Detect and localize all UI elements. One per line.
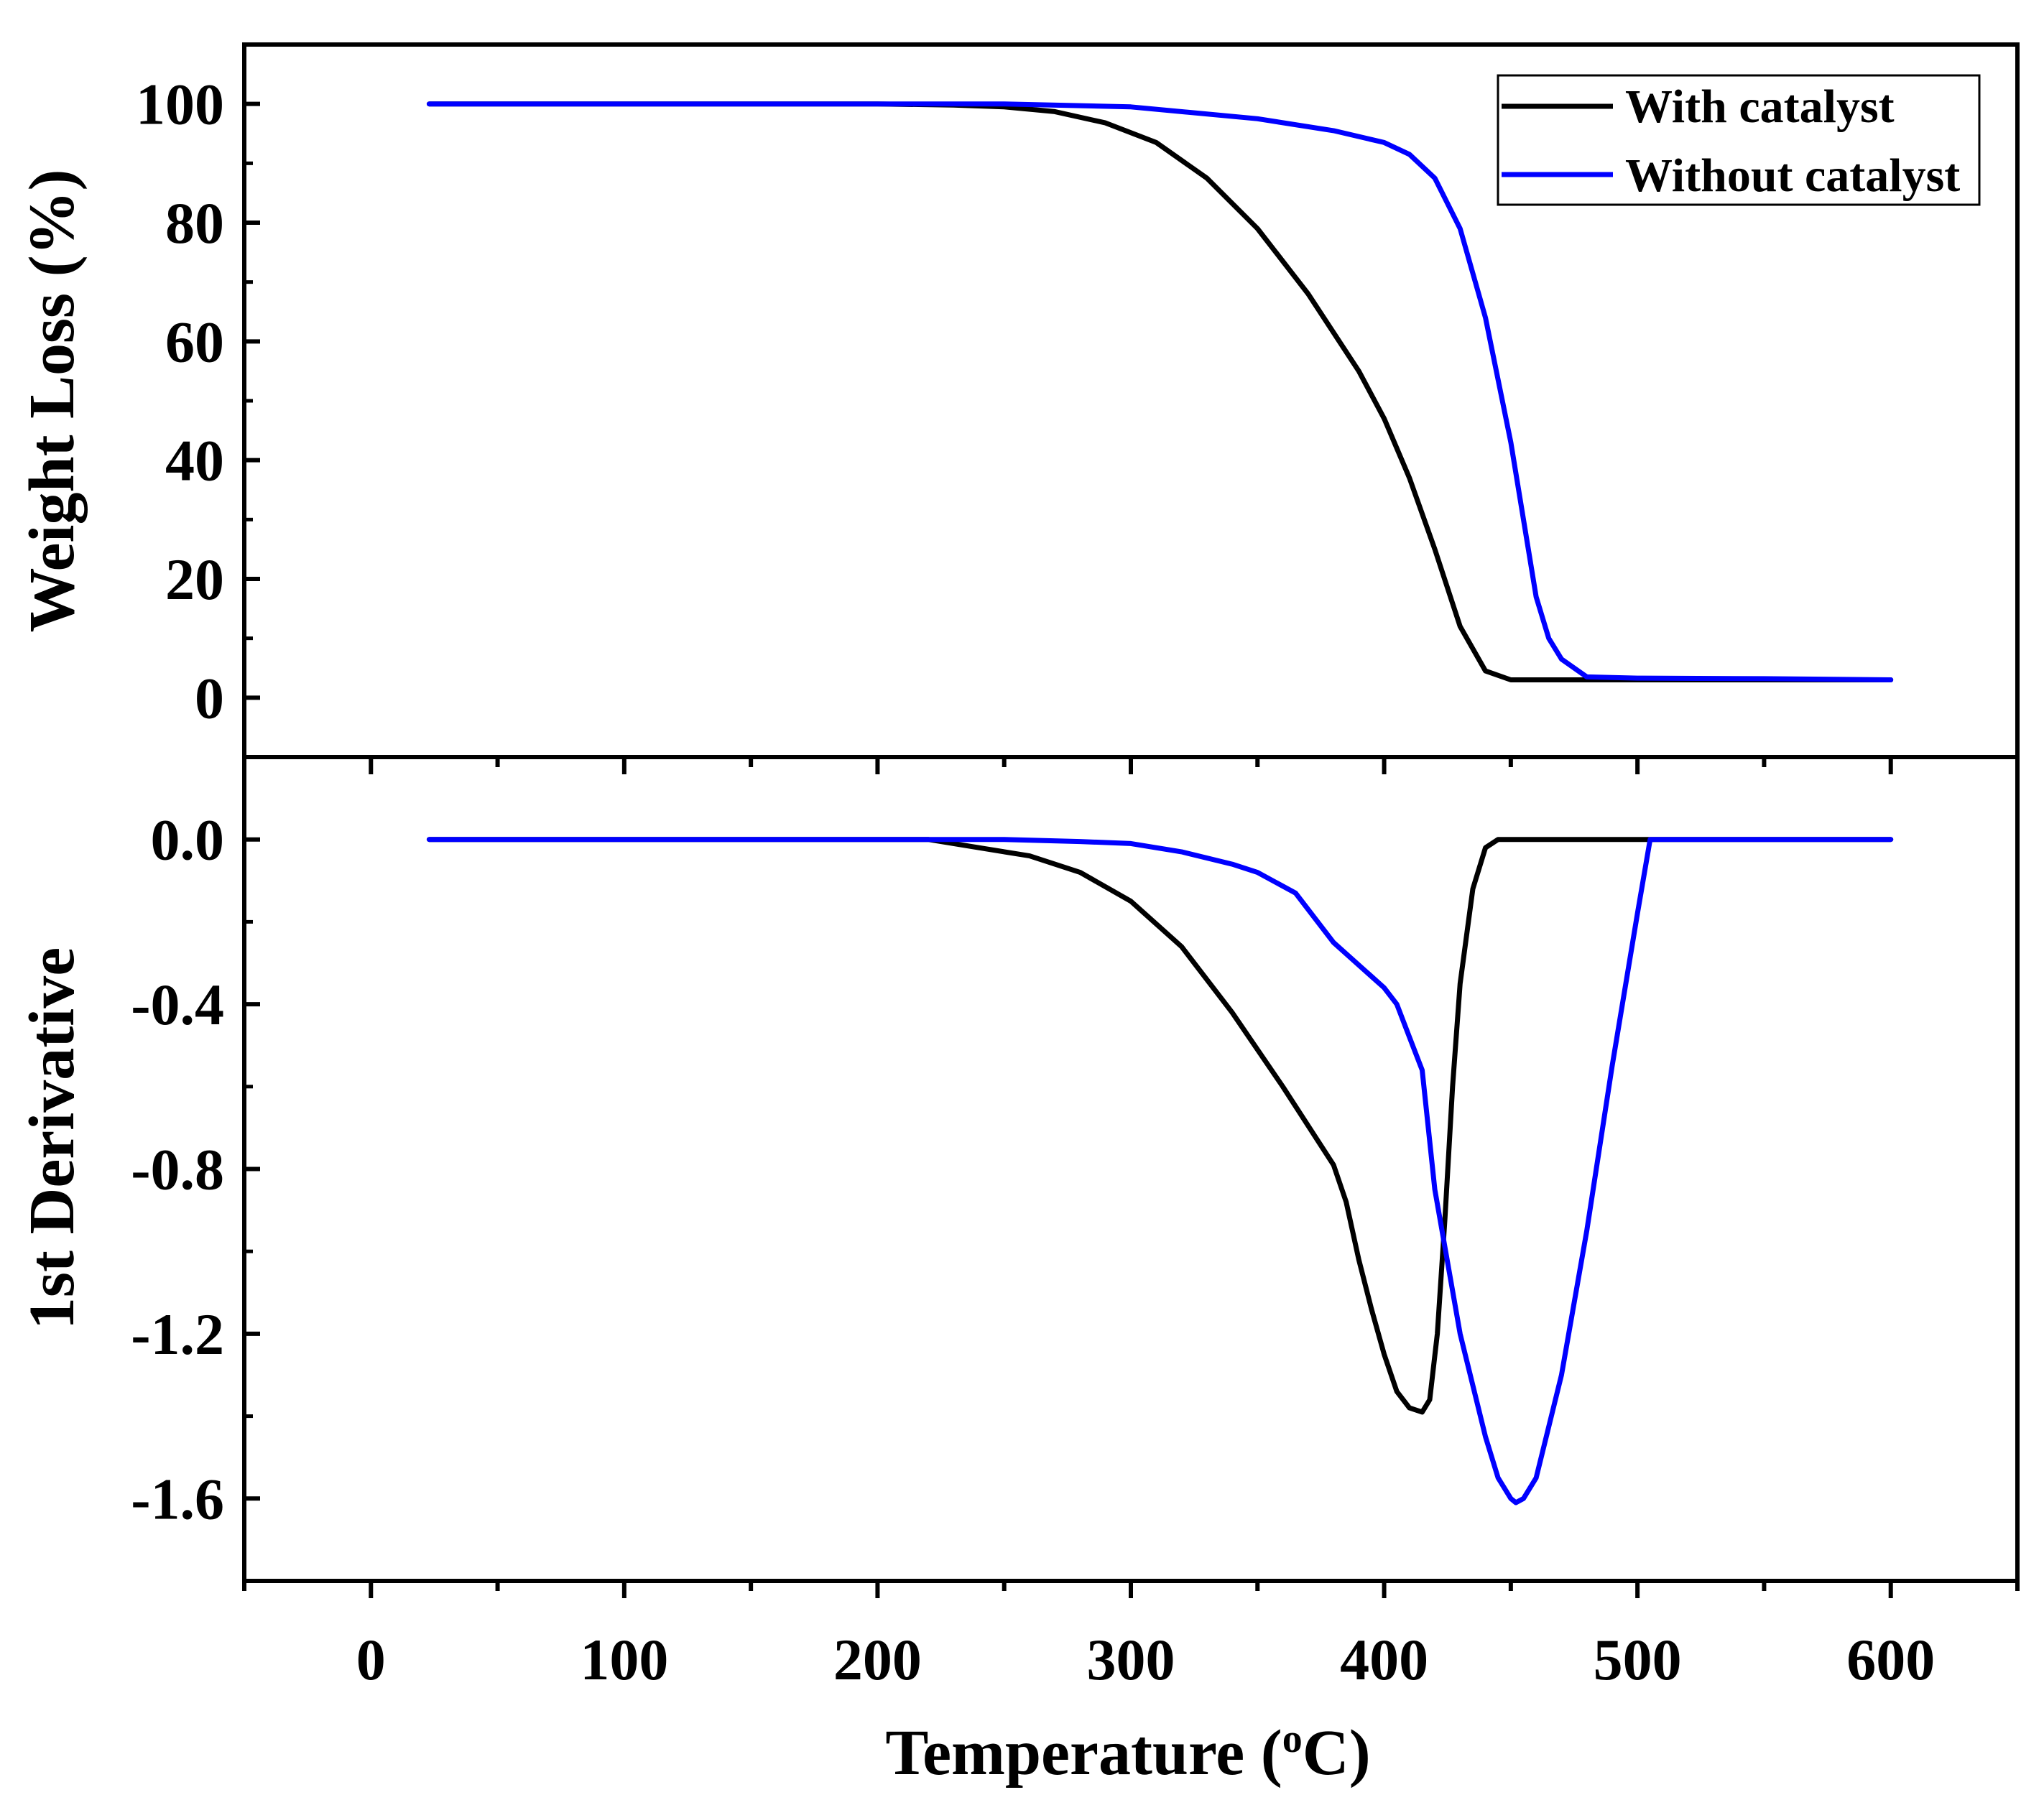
x-tick-label: 0 (356, 1627, 386, 1692)
x-tick-label: 600 (1846, 1627, 1935, 1692)
top-series-without-catalyst (426, 101, 1894, 682)
top-y-tick-label: 20 (165, 547, 224, 612)
top-y-tick-label: 80 (165, 190, 224, 256)
x-tick-label: 200 (833, 1627, 922, 1692)
bottom-y-tick-label: -1.2 (131, 1302, 224, 1367)
bottom-series-group (426, 837, 1894, 1506)
legend-label-with-catalyst: With catalyst (1625, 80, 1895, 133)
top-y-tick-label: 100 (136, 72, 224, 137)
bottom-y-axis-title: 1st Derivative (17, 947, 88, 1330)
top-y-axis: 0 20 40 60 80 100 (136, 72, 260, 730)
bottom-y-axis: 0.0 -0.4 -0.8 -1.2 -1.6 (131, 807, 260, 1531)
x-tick-label: 100 (580, 1627, 668, 1692)
x-tick-label: 300 (1087, 1627, 1175, 1692)
top-y-tick-label: 40 (165, 428, 224, 493)
bottom-y-tick-label: 0.0 (151, 807, 225, 873)
bottom-y-tick-label: -0.4 (131, 972, 224, 1037)
top-series-group (426, 101, 1894, 682)
legend-box (1497, 74, 1981, 206)
legend: With catalyst Without catalyst (1497, 74, 1981, 206)
bottom-y-tick-label: -0.8 (131, 1137, 224, 1202)
bottom-y-tick-label: -1.6 (131, 1466, 224, 1531)
x-axis: 0 100 200 300 400 500 600 (242, 757, 2020, 1692)
top-y-tick-label: 60 (165, 309, 224, 374)
bottom-series-without-catalyst (426, 837, 1894, 1506)
top-y-axis-title: Weight Loss (%) (17, 169, 88, 632)
legend-label-without-catalyst: Without catalyst (1625, 149, 1960, 202)
top-y-tick-label: 0 (195, 665, 224, 730)
x-tick-label: 400 (1340, 1627, 1428, 1692)
bottom-series-with-catalyst (426, 837, 1894, 1415)
x-tick-label: 500 (1594, 1627, 1682, 1692)
